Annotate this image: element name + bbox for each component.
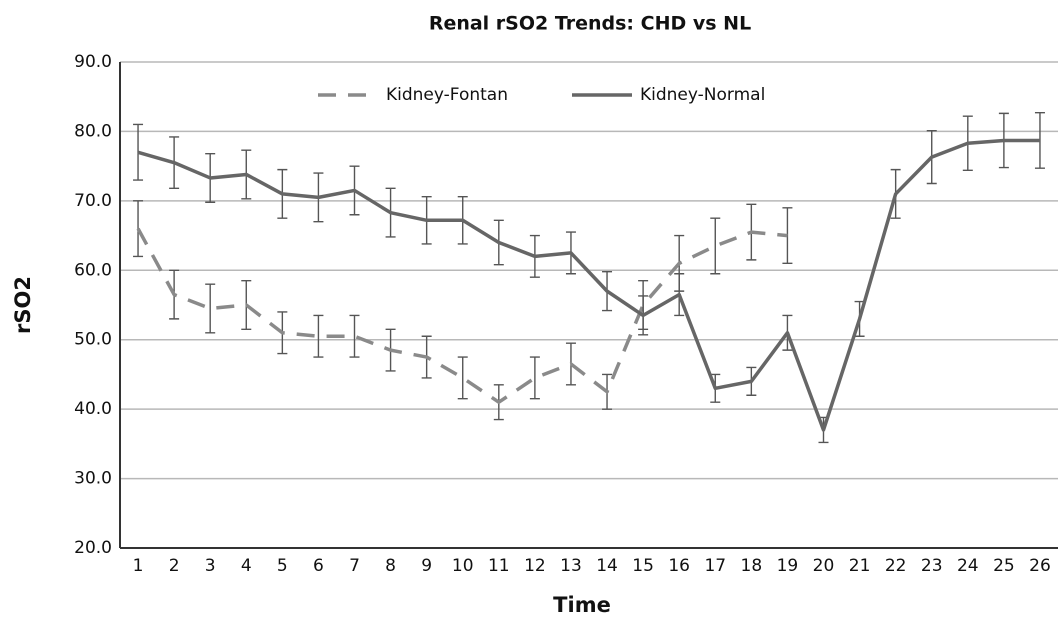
y-tick-label: 40.0 — [74, 399, 112, 419]
x-tick-label: 12 — [524, 556, 546, 576]
error-bar — [133, 200, 144, 258]
x-tick-label: 13 — [560, 556, 582, 576]
x-tick-label: 2 — [169, 556, 180, 576]
x-tick-label: 24 — [957, 556, 979, 576]
x-tick-label: 9 — [421, 556, 432, 576]
x-tick-label: 17 — [704, 556, 726, 576]
x-tick-label: 22 — [885, 556, 907, 576]
error-bar — [205, 283, 216, 334]
y-tick-label: 60.0 — [74, 260, 112, 280]
y-tick-label: 90.0 — [74, 52, 112, 72]
x-tick-label: 10 — [452, 556, 474, 576]
x-tick-label: 3 — [205, 556, 216, 576]
x-tick-label: 21 — [849, 556, 871, 576]
y-tick-label: 20.0 — [74, 538, 112, 558]
x-tick-label: 6 — [313, 556, 324, 576]
error-bar — [529, 356, 540, 400]
error-bar — [349, 314, 360, 358]
y-tick-label: 80.0 — [74, 121, 112, 141]
x-tick-label: 26 — [1029, 556, 1051, 576]
y-tick-label: 50.0 — [74, 330, 112, 350]
chart-title: Renal rSO2 Trends: CHD vs NL — [429, 13, 751, 35]
y-axis-label: rSO2 — [11, 276, 35, 334]
legend-label: Kidney-Fontan — [386, 85, 508, 105]
x-axis-label: Time — [553, 593, 611, 617]
y-tick-label: 70.0 — [74, 191, 112, 211]
x-tick-label: 15 — [632, 556, 654, 576]
x-tick-label: 18 — [741, 556, 763, 576]
x-tick-label: 14 — [596, 556, 618, 576]
x-tick-label: 8 — [385, 556, 396, 576]
x-tick-label: 5 — [277, 556, 288, 576]
x-tick-label: 11 — [488, 556, 510, 576]
x-tick-label: 23 — [921, 556, 943, 576]
y-tick-label: 30.0 — [74, 469, 112, 489]
x-tick-label: 19 — [777, 556, 799, 576]
error-bar — [133, 123, 144, 181]
series-line — [137, 138, 1040, 432]
legend-label: Kidney-Normal — [640, 85, 765, 105]
x-tick-label: 7 — [349, 556, 360, 576]
error-bar — [457, 356, 468, 400]
x-tick-label: 16 — [668, 556, 690, 576]
error-bar — [313, 314, 324, 358]
x-tick-label: 20 — [813, 556, 835, 576]
x-tick-label: 1 — [133, 556, 144, 576]
x-tick-label: 25 — [993, 556, 1015, 576]
x-tick-label: 4 — [241, 556, 252, 576]
series-line — [136, 227, 788, 404]
error-bar — [710, 217, 721, 275]
